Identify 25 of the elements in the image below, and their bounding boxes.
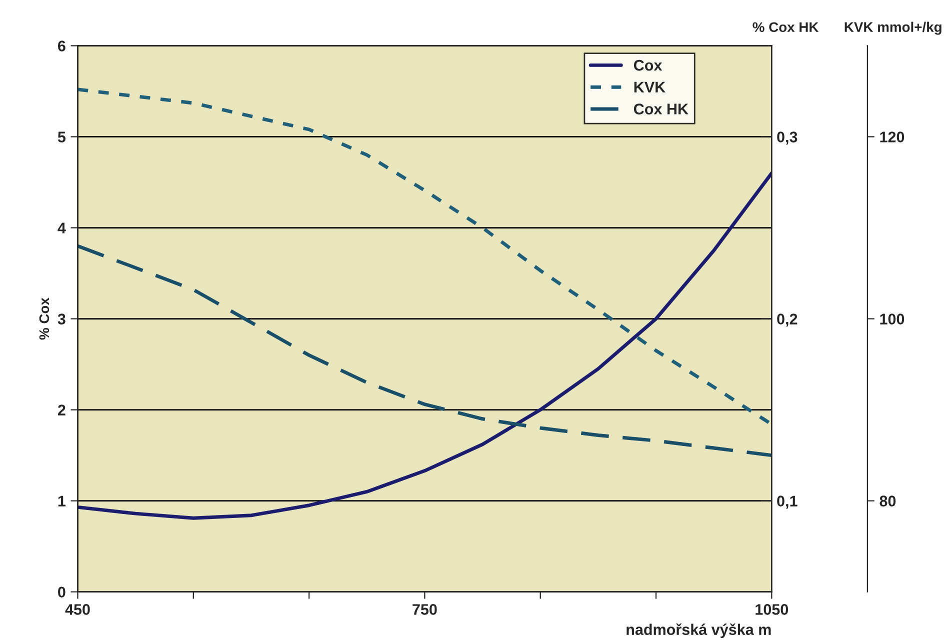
line-series	[78, 171, 772, 520]
y3-tick-label: 80	[880, 496, 896, 507]
legend-label: Cox HK	[634, 104, 688, 114]
y2-tick-label: 0,2	[777, 314, 798, 327]
y-axis-title: % Cox	[39, 298, 50, 340]
y-tick-label: 4	[58, 222, 66, 234]
y-tick-label: 0	[58, 586, 66, 598]
legend-label: KVK	[634, 82, 666, 92]
legend-label: Cox	[634, 60, 662, 71]
y-tick-label: 3	[58, 314, 66, 324]
y3-tick-label: 100	[880, 314, 904, 324]
x-tick-label: 1050	[756, 604, 788, 615]
y2-axis-title: % Cox HK	[752, 22, 819, 32]
y-tick-label: 5	[58, 132, 66, 142]
x-tick-label: 750	[412, 604, 437, 615]
y2-tick-label: 0,3	[777, 132, 798, 145]
x-tick-label: 450	[65, 604, 90, 615]
y3-axis-title: KVK mmol+/kg	[844, 22, 942, 35]
y2-tick-label: 0,1	[777, 496, 798, 509]
y-tick-label: 6	[58, 40, 66, 52]
y-tick-label: 1	[58, 496, 66, 506]
y3-tick-label: 120	[880, 132, 904, 142]
y-tick-label: 2	[58, 404, 66, 416]
line-series	[78, 244, 772, 458]
x-axis-title: nadmořská výška m	[626, 623, 771, 638]
